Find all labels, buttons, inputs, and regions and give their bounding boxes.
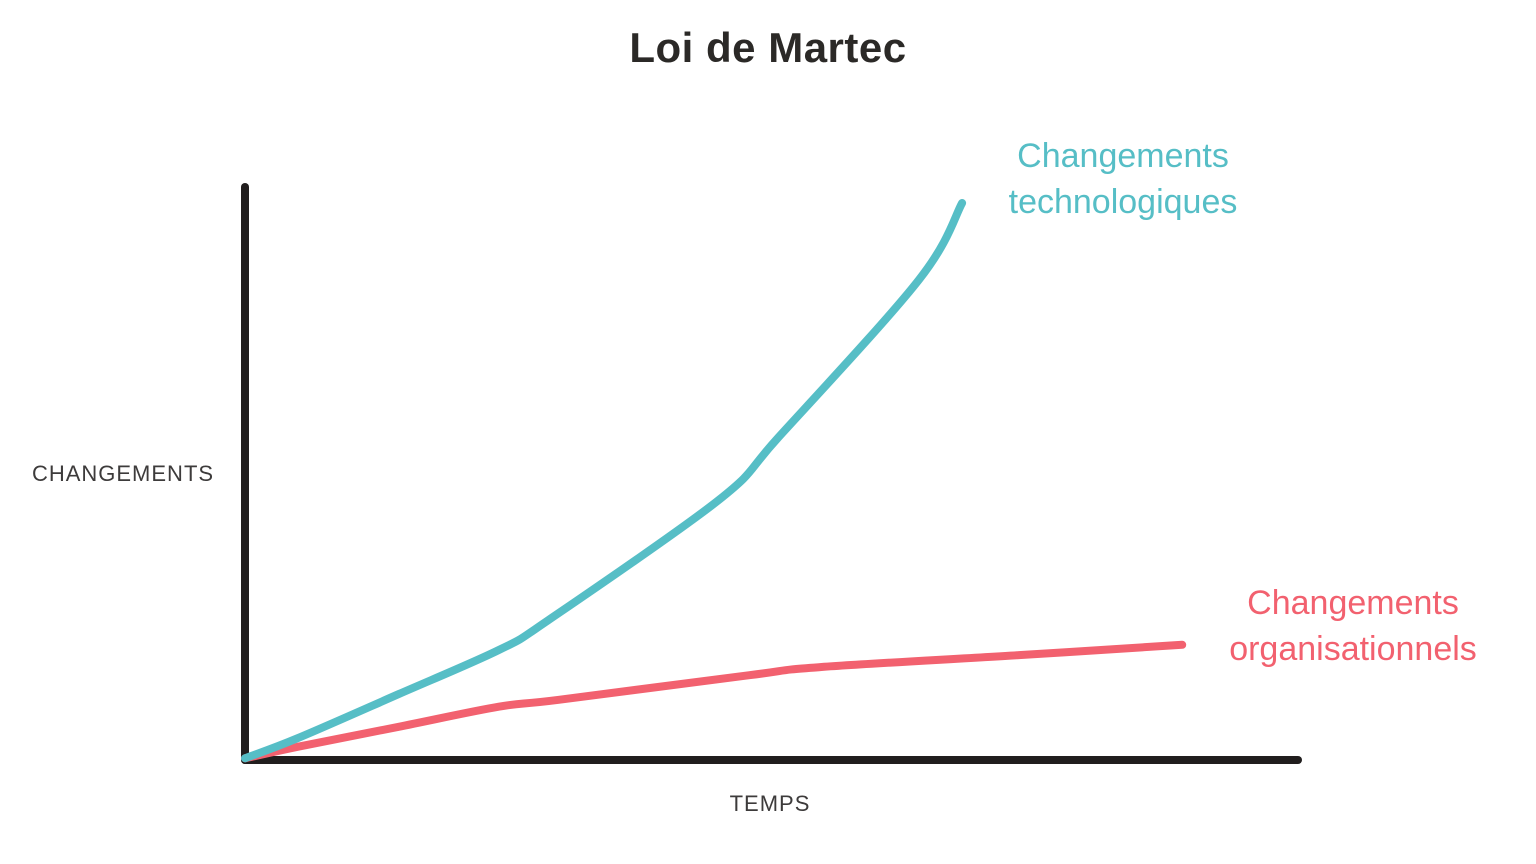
chart-title: Loi de Martec — [629, 24, 907, 71]
y-axis-label: CHANGEMENTS — [31, 461, 215, 486]
series-label-line: organisationnels — [1229, 630, 1477, 668]
series-label-changements-organisationnels: Changements organisationnels — [1188, 580, 1518, 672]
series-label-line: technologiques — [1008, 183, 1238, 221]
series-label-line: Changements — [1247, 584, 1459, 622]
curve-changements-technologiques — [241, 199, 967, 763]
x-axis-label: TEMPS — [729, 791, 811, 816]
series-label-changements-technologiques: Changements technologiques — [958, 133, 1288, 225]
curve-changements-organisationnels — [241, 640, 1187, 763]
series-label-line: Changements — [1017, 137, 1229, 175]
